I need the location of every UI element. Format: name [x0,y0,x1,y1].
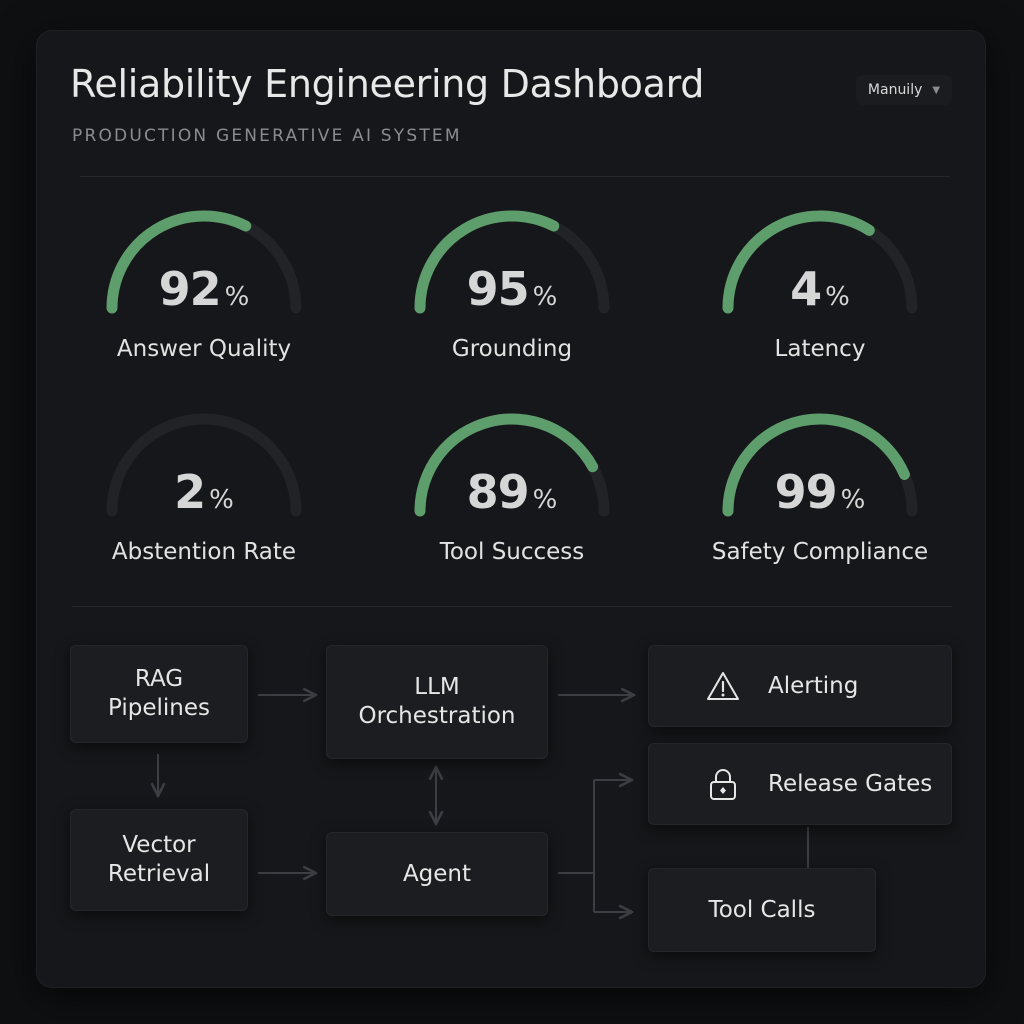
gauge-track [106,413,302,517]
gauge-value: 99 [774,465,838,519]
node-label: Tool Calls [708,896,816,923]
dashboard-panel: Reliability Engineering Dashboard PRODUC… [36,30,986,988]
gauge-label: Grounding [451,336,573,362]
branch-agent-to-outputs [558,780,595,912]
node-vector-retrieval[interactable]: Vector Retrieval [70,809,248,911]
gauge-fill [106,210,252,314]
gauge-unit: % [224,282,250,312]
node-agent[interactable]: Agent [326,832,548,916]
header-divider [80,176,950,177]
node-release-gates[interactable]: Release Gates [648,743,952,825]
gauge-answer-quality: 92 % Answer Quality [84,202,324,392]
lock-icon [704,765,742,803]
node-label: Release Gates [768,770,933,797]
gauge-fill [414,413,599,517]
gauge-unit: % [209,485,234,515]
gauge-label: Answer Quality [116,336,292,362]
gauge-label: Abstention Rate [111,539,297,565]
section-divider [72,606,952,607]
node-label-line2: Pipelines [108,695,210,721]
node-label: Alerting [768,672,859,699]
node-label-line2: Retrieval [107,861,211,887]
gauge-arc [106,413,302,517]
gauge-unit: % [840,485,866,515]
gauge-value: 95 [466,262,530,316]
page-title: Reliability Engineering Dashboard [70,62,705,106]
gauge-arc [106,210,302,314]
node-tool-calls[interactable]: Tool Calls [648,868,876,952]
mode-dropdown[interactable]: Manuily ▼ [856,75,952,105]
gauge-value: 2 [174,465,206,519]
gauge-tool-success: 89 % Tool Success [392,405,632,595]
node-label-line1: LLM [414,674,460,701]
page-subtitle: PRODUCTION GENERATIVE AI SYSTEM [72,126,462,146]
gauge-unit: % [532,485,558,515]
gauge-fill [414,210,560,314]
node-alerting[interactable]: Alerting [648,645,952,727]
node-label-line1: RAG [134,666,184,693]
gauge-unit: % [825,282,850,312]
gauge-arc [722,210,918,314]
node-llm-orchestration[interactable]: LLM Orchestration [326,645,548,759]
gauge-value: 89 [466,465,530,519]
gauge-arc [414,210,610,314]
gauge-latency: 4 % Latency [700,202,940,392]
gauge-label: Tool Success [439,539,585,565]
dropdown-value: Manuily [867,82,923,98]
gauge-safety-compliance: 99 % Safety Compliance [700,405,940,595]
gauge-unit: % [532,282,558,312]
gauge-value: 92 [158,262,222,316]
gauge-arc [414,413,610,517]
node-label-line2: Orchestration [358,703,516,729]
warning-icon [704,667,742,705]
node-rag-pipelines[interactable]: RAG Pipelines [70,645,248,743]
chevron-down-icon: ▼ [932,84,941,96]
gauge-arc [722,413,918,517]
gauge-fill [722,210,875,314]
gauge-grounding: 95 % Grounding [392,202,632,392]
gauge-abstention-rate: 2 % Abstention Rate [84,405,324,595]
gauge-label: Latency [774,336,866,362]
gauge-label: Safety Compliance [711,539,929,565]
flow-connectors [36,30,809,988]
node-label: Agent [402,860,472,887]
node-label-line1: Vector [122,832,196,859]
gauge-value: 4 [790,262,822,316]
gauge-fill [722,413,910,517]
